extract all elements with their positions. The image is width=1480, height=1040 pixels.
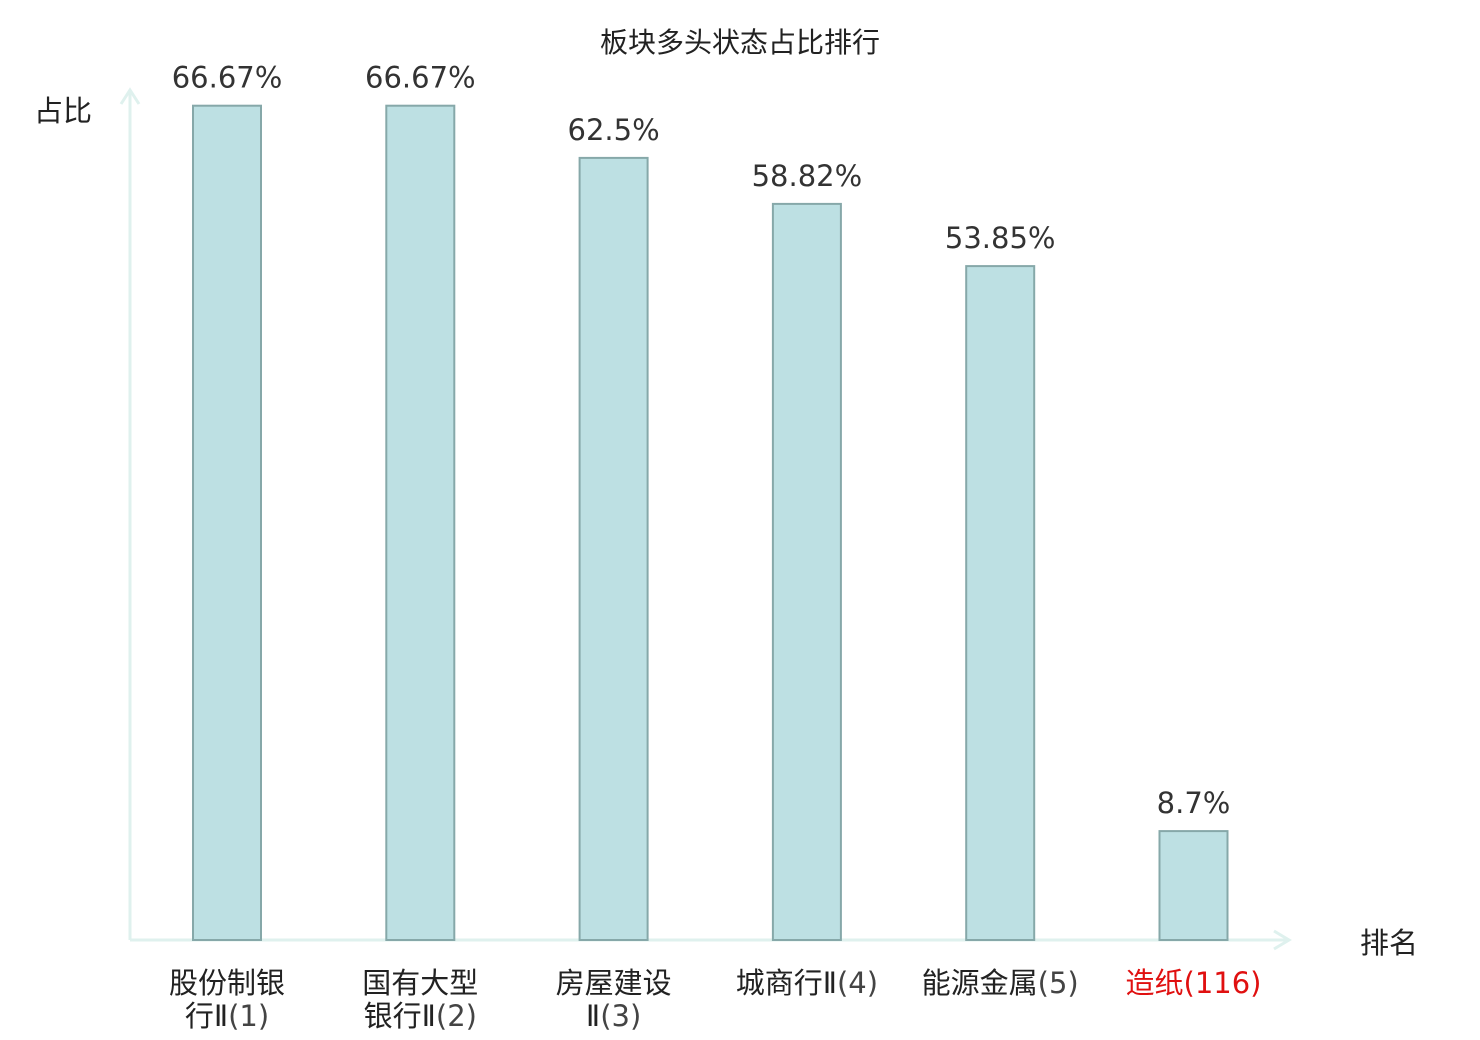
axes: 占比 排名 xyxy=(34,87,1418,960)
bars-group xyxy=(192,104,1229,942)
category-label: 能源金属(5) xyxy=(922,966,1079,1000)
x-axis-arrow xyxy=(1273,929,1292,951)
category-rank: (4) xyxy=(837,966,878,1000)
category-rank: (5) xyxy=(1038,966,1079,1000)
bar xyxy=(965,265,1036,942)
category-name: 造纸 xyxy=(1126,966,1184,1000)
x-axis-label: 排名 xyxy=(1360,926,1418,960)
category-name: 行Ⅱ xyxy=(185,999,228,1033)
category-name: 城商行Ⅱ xyxy=(736,966,837,1000)
category-name: 国有大型 xyxy=(362,966,478,1000)
chart-title: 板块多头状态占比排行 xyxy=(600,26,880,59)
category-rank: (116) xyxy=(1184,966,1262,1000)
category-label: 股份制银 xyxy=(169,966,285,1000)
category-name: 房屋建设 xyxy=(556,966,672,1000)
category-rank: (2) xyxy=(436,999,477,1033)
category-rank: (1) xyxy=(228,999,269,1033)
bar-value-label: 53.85% xyxy=(945,221,1056,255)
category-label: 银行Ⅱ(2) xyxy=(364,999,477,1033)
bar xyxy=(1158,830,1229,941)
bar xyxy=(192,104,262,941)
category-label: 行Ⅱ(1) xyxy=(185,999,269,1033)
value-labels-group: 66.67% 66.67% 62.5% 58.82% 53.85% 8.7% xyxy=(172,61,1231,820)
category-name: 能源金属 xyxy=(922,966,1038,1000)
category-label: 国有大型 xyxy=(362,966,478,1000)
bar xyxy=(771,202,842,941)
category-label: Ⅱ(3) xyxy=(586,999,641,1033)
bar-value-label: 66.67% xyxy=(172,61,283,95)
category-label: 城商行Ⅱ(4) xyxy=(736,966,878,1000)
category-label: 房屋建设 xyxy=(556,966,672,1000)
bar-value-label: 62.5% xyxy=(568,113,660,147)
bar-value-label: 58.82% xyxy=(752,159,863,193)
bar-value-label: 66.67% xyxy=(365,61,476,95)
category-label: 造纸(116) xyxy=(1126,966,1262,1000)
y-axis-arrow xyxy=(119,87,141,105)
bar xyxy=(578,156,649,941)
category-rank: (3) xyxy=(600,999,641,1033)
category-name: 股份制银 xyxy=(169,966,285,1000)
bar xyxy=(385,104,456,941)
y-axis-label: 占比 xyxy=(34,94,92,128)
category-name: Ⅱ xyxy=(586,999,600,1033)
bar-value-label: 8.7% xyxy=(1157,786,1231,820)
category-name: 银行Ⅱ xyxy=(364,999,436,1033)
